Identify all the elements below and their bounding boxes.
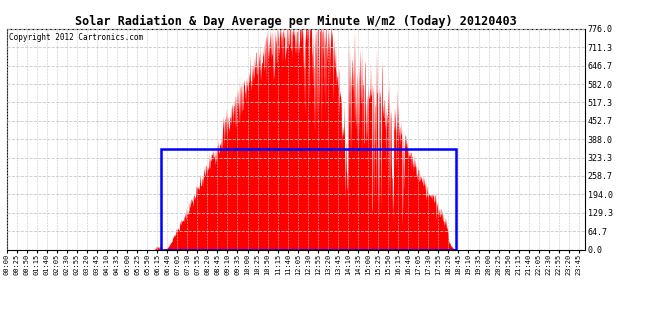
Bar xyxy=(161,149,456,250)
Text: Copyright 2012 Cartronics.com: Copyright 2012 Cartronics.com xyxy=(9,33,144,42)
Title: Solar Radiation & Day Average per Minute W/m2 (Today) 20120403: Solar Radiation & Day Average per Minute… xyxy=(75,14,517,28)
